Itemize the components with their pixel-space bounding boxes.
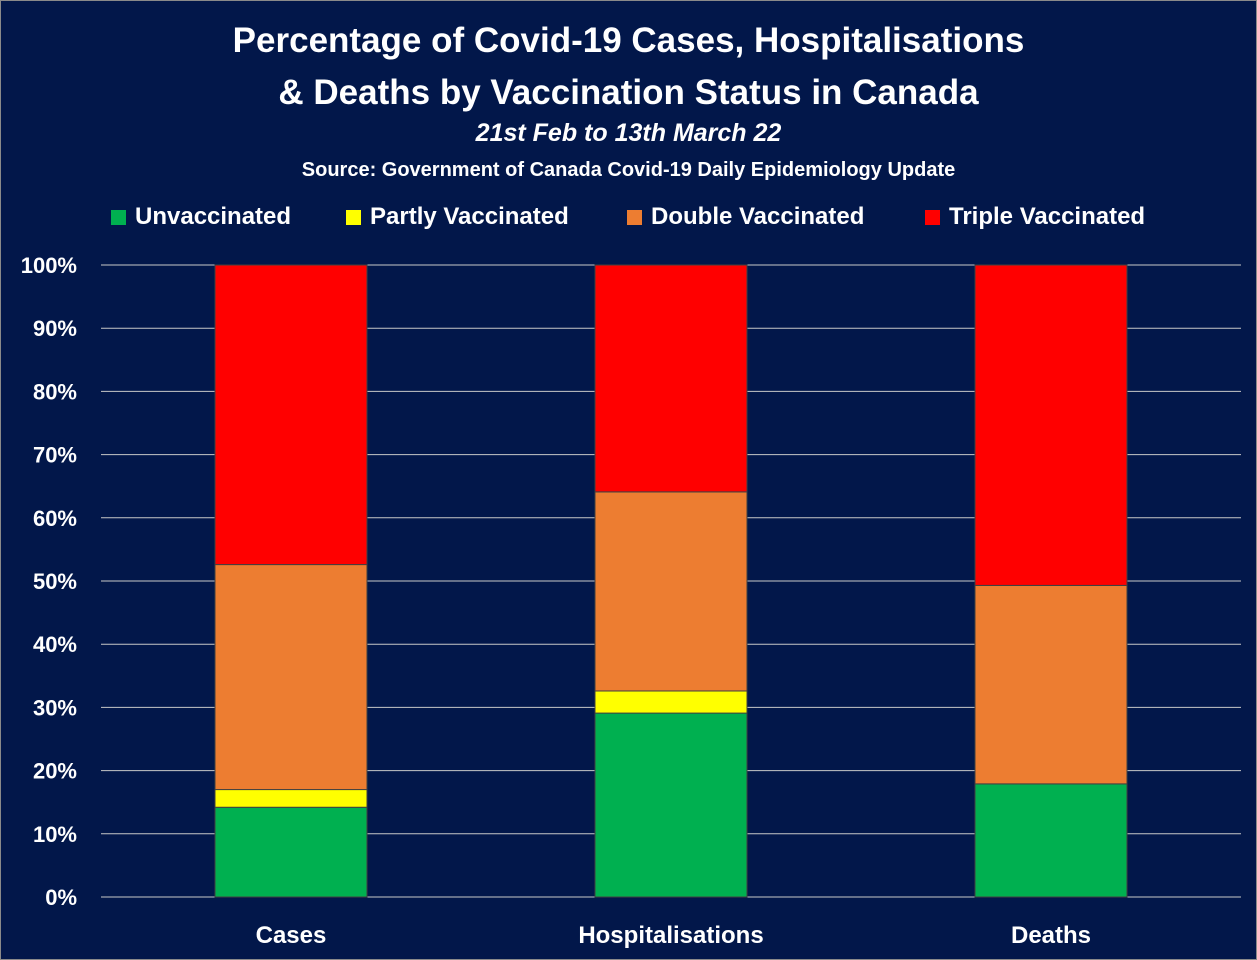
y-tick-label: 30% [33,695,77,720]
chart-title-line1: Percentage of Covid-19 Cases, Hospitalis… [232,21,1025,60]
chart-title: Percentage of Covid-19 Cases, Hospitalis… [1,15,1256,119]
bar-unvaccinated-hospitalisations [594,712,748,898]
legend-label-partly: Partly Vaccinated [370,203,569,230]
bar-triple-hospitalisations [594,264,748,493]
legend-item-triple: Triple Vaccinated [925,203,1145,231]
chart-subtitle: 21st Feb to 13th March 22 [475,119,782,147]
y-axis-tick-labels: 0% 10% 20% 30% 40% 50% 60% 70% 80% 90% 100% [21,253,77,910]
bar-partly-hospitalisations [594,690,748,714]
bar-unvaccinated-deaths [974,783,1128,898]
x-tick-label: Cases [256,922,327,949]
legend-item-partly: Partly Vaccinated [346,203,569,231]
y-tick-label: 70% [33,443,77,468]
legend-swatch-double [627,209,642,225]
bar-double-deaths [974,584,1128,785]
y-tick-label: 100% [21,253,77,278]
legend-swatch-unvaccinated [111,209,126,225]
legend-swatch-partly [346,209,361,225]
y-tick-label: 40% [33,632,77,657]
bar-double-cases [214,564,368,791]
chart-source: Source: Government of Canada Covid-19 Da… [301,159,956,181]
chart-title-line2: & Deaths by Vaccination Status in Canada [278,73,979,112]
y-tick-label: 60% [33,506,77,531]
x-axis-tick-labels: Cases Hospitalisations Deaths [256,922,1091,949]
legend-label-double: Double Vaccinated [651,203,865,230]
y-tick-label: 10% [33,822,77,847]
legend-label-triple: Triple Vaccinated [949,203,1146,230]
y-tick-label: 50% [33,569,77,594]
y-tick-label: 0% [45,885,77,910]
legend-item-double: Double Vaccinated [627,203,864,231]
bar-triple-deaths [974,264,1128,586]
legend-label-unvaccinated: Unvaccinated [135,203,292,230]
y-tick-label: 90% [33,316,77,341]
bar-triple-cases [214,264,368,566]
legend-swatch-triple [925,209,940,225]
chart-legend: Unvaccinated Partly Vaccinated Double Va… [1,203,1256,235]
bar-partly-cases [214,789,368,808]
y-tick-label: 20% [33,759,77,784]
bar-double-hospitalisations [594,491,748,692]
x-tick-label: Hospitalisations [578,922,763,949]
legend-item-unvaccinated: Unvaccinated [111,203,291,231]
bar-unvaccinated-cases [214,806,368,898]
bars [214,264,1128,898]
y-tick-label: 80% [33,379,77,404]
x-tick-label: Deaths [1011,922,1091,949]
